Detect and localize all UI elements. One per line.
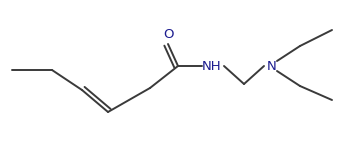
Text: NH: NH [202,60,222,72]
Text: O: O [163,28,173,41]
Text: N: N [267,60,277,72]
